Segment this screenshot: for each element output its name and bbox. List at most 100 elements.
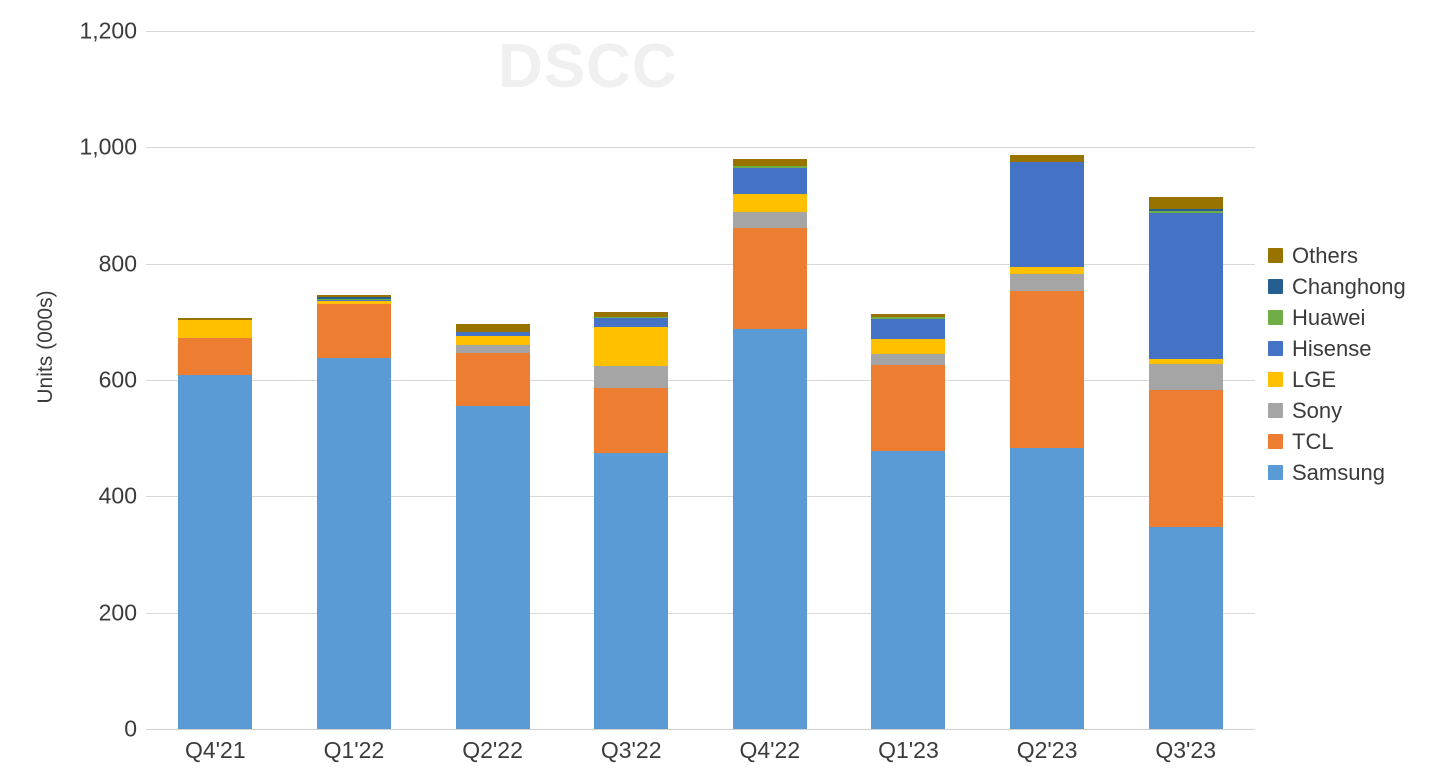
legend-item-huawei[interactable]: Huawei bbox=[1268, 302, 1439, 333]
bar-segment-samsung[interactable] bbox=[316, 358, 391, 729]
x-tick-label: Q1'23 bbox=[878, 737, 939, 763]
gridline-200 bbox=[146, 612, 1255, 614]
y-tick-label-0: 0 bbox=[124, 715, 137, 742]
bar-segment-changhong[interactable] bbox=[316, 296, 391, 299]
x-tick-label: Q4'21 bbox=[184, 737, 246, 763]
y-tick-label-800: 800 bbox=[98, 250, 137, 277]
bar-stack bbox=[871, 313, 946, 729]
legend-swatch-icon bbox=[1268, 310, 1283, 325]
bar-segment-sony[interactable] bbox=[871, 353, 946, 365]
bar-group[interactable] bbox=[732, 31, 807, 729]
legend-item-sony[interactable]: Sony bbox=[1268, 395, 1439, 426]
bar-segment-hisense[interactable] bbox=[871, 318, 946, 339]
bar-segment-samsung[interactable] bbox=[871, 450, 946, 729]
gridline-600 bbox=[146, 380, 1255, 381]
bar-segment-huawei[interactable] bbox=[1148, 210, 1223, 214]
bar-segment-others[interactable] bbox=[1148, 197, 1223, 210]
bar-segment-hisense[interactable] bbox=[594, 318, 669, 327]
bar-segment-changhong[interactable] bbox=[1148, 209, 1223, 211]
bar-segment-sony[interactable] bbox=[1010, 273, 1085, 292]
bar-segment-sony[interactable] bbox=[594, 366, 669, 388]
bar-segment-lge[interactable] bbox=[594, 326, 669, 367]
legend-item-changhong[interactable]: Changhong bbox=[1268, 271, 1439, 302]
bar-segment-samsung[interactable] bbox=[1010, 448, 1085, 729]
bar-segment-lge[interactable] bbox=[455, 336, 530, 346]
bar-segment-huawei[interactable] bbox=[732, 166, 807, 169]
legend-label: Samsung bbox=[1292, 459, 1385, 485]
bar-stack bbox=[732, 159, 807, 729]
bar-segment-tcl[interactable] bbox=[178, 337, 253, 376]
bar-segment-hisense[interactable] bbox=[1148, 213, 1223, 359]
bar-group[interactable] bbox=[1148, 31, 1223, 729]
y-axis-tick-labels: 0 200 400 600 800 1,000 1,200 bbox=[0, 0, 137, 768]
bar-segment-tcl[interactable] bbox=[455, 353, 530, 406]
legend-item-others[interactable]: Others bbox=[1268, 240, 1439, 271]
bar-segment-hisense[interactable] bbox=[316, 299, 391, 302]
legend-swatch-icon bbox=[1268, 434, 1283, 449]
bar-segment-samsung[interactable] bbox=[1148, 526, 1223, 729]
legend-item-tcl[interactable]: TCL bbox=[1268, 426, 1439, 457]
bar-segment-hisense[interactable] bbox=[732, 168, 807, 194]
bar-stack bbox=[316, 295, 391, 729]
bar-segment-samsung[interactable] bbox=[455, 405, 530, 729]
bar-segment-others[interactable] bbox=[732, 159, 807, 166]
bar-group[interactable] bbox=[455, 31, 530, 729]
bar-segment-lge[interactable] bbox=[871, 338, 946, 354]
legend-item-hisense[interactable]: Hisense bbox=[1268, 333, 1439, 364]
bar-segment-others[interactable] bbox=[594, 312, 669, 317]
legend-swatch-icon bbox=[1268, 465, 1283, 480]
bar-segment-huawei[interactable] bbox=[871, 317, 946, 319]
legend: Others Changhong Huawei Hisense LGE Sony TCL Sa… bbox=[1268, 240, 1439, 488]
bar-segment-samsung[interactable] bbox=[594, 452, 669, 729]
legend-swatch-icon bbox=[1268, 248, 1283, 263]
bar-group[interactable] bbox=[871, 31, 946, 729]
bar-segment-huawei[interactable] bbox=[316, 298, 391, 300]
legend-label: Huawei bbox=[1292, 304, 1366, 330]
bar-segment-lge[interactable] bbox=[1010, 266, 1085, 274]
bar-segment-tcl[interactable] bbox=[732, 228, 807, 329]
bar-segment-lge[interactable] bbox=[732, 193, 807, 212]
x-tick-label: Q2'23 bbox=[1016, 737, 1078, 763]
x-axis-tick-labels: Q4'21 Q1'22 Q2'22 Q3'22 Q4'22 Q1'23 Q2'23 Q3'23 bbox=[146, 733, 1255, 768]
bar-segment-samsung[interactable] bbox=[178, 375, 253, 729]
bar-segment-samsung[interactable] bbox=[732, 328, 807, 729]
bar-segment-lge[interactable] bbox=[178, 320, 253, 338]
plot-area bbox=[146, 31, 1255, 730]
bar-segment-lge[interactable] bbox=[1148, 358, 1223, 364]
bar-segment-hisense[interactable] bbox=[455, 331, 530, 337]
bar-group[interactable] bbox=[1010, 31, 1085, 729]
y-tick-label-600: 600 bbox=[98, 366, 137, 393]
bar-segment-others[interactable] bbox=[871, 313, 946, 318]
bar-segment-others[interactable] bbox=[178, 317, 253, 321]
bar-segment-others[interactable] bbox=[1010, 154, 1085, 162]
bar-group[interactable] bbox=[316, 31, 391, 729]
bar-segment-sony[interactable] bbox=[455, 345, 530, 354]
x-tick-label: Q2'22 bbox=[462, 737, 523, 763]
legend-label: Sony bbox=[1292, 397, 1343, 423]
bar-segment-tcl[interactable] bbox=[316, 304, 391, 359]
bar-segment-huawei[interactable] bbox=[594, 316, 669, 319]
bar-segment-others[interactable] bbox=[316, 295, 391, 297]
legend-item-samsung[interactable]: Samsung bbox=[1268, 457, 1439, 488]
x-tick-label: Q3'22 bbox=[600, 737, 662, 763]
y-tick-label-200: 200 bbox=[98, 599, 137, 626]
bar-stack bbox=[455, 323, 530, 729]
legend-swatch-icon bbox=[1268, 341, 1283, 356]
bar-segment-sony[interactable] bbox=[1148, 363, 1223, 390]
bar-segment-tcl[interactable] bbox=[871, 364, 946, 451]
gridline-1200 bbox=[146, 31, 1255, 32]
bar-group[interactable] bbox=[178, 31, 253, 729]
bar-segment-tcl[interactable] bbox=[1148, 389, 1223, 527]
legend-item-lge[interactable]: LGE bbox=[1268, 364, 1439, 395]
bar-segment-sony[interactable] bbox=[732, 211, 807, 229]
bar-segment-tcl[interactable] bbox=[1010, 291, 1085, 449]
bar-group[interactable] bbox=[594, 31, 669, 729]
gridline-0 bbox=[146, 729, 1255, 730]
bar-stack bbox=[1010, 154, 1085, 729]
legend-swatch-icon bbox=[1268, 403, 1283, 418]
bar-segment-hisense[interactable] bbox=[1010, 161, 1085, 267]
bar-segment-tcl[interactable] bbox=[594, 387, 669, 453]
bar-segment-lge[interactable] bbox=[316, 301, 391, 305]
bar-segment-others[interactable] bbox=[455, 323, 530, 332]
